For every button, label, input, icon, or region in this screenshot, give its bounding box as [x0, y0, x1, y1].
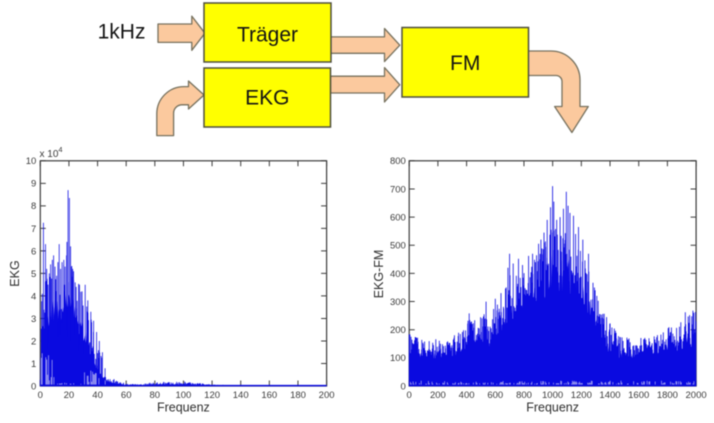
svg-text:600: 600: [390, 213, 406, 224]
svg-text:60: 60: [121, 390, 132, 401]
svg-text:100: 100: [175, 390, 191, 401]
svg-text:1000: 1000: [542, 390, 563, 401]
svg-text:Träger: Träger: [237, 24, 298, 47]
svg-text:200: 200: [430, 390, 446, 401]
svg-text:8: 8: [31, 201, 36, 212]
svg-text:200: 200: [319, 390, 335, 401]
svg-text:700: 700: [390, 184, 406, 195]
svg-text:Frequenz: Frequenz: [526, 401, 579, 415]
svg-text:1kHz: 1kHz: [98, 21, 146, 44]
svg-text:20: 20: [64, 390, 75, 401]
svg-text:300: 300: [390, 297, 406, 308]
svg-text:180: 180: [290, 390, 306, 401]
svg-text:6: 6: [31, 246, 36, 257]
svg-text:40: 40: [92, 390, 103, 401]
svg-text:1200: 1200: [571, 390, 592, 401]
svg-text:160: 160: [261, 390, 277, 401]
svg-text:1600: 1600: [628, 390, 649, 401]
svg-text:0: 0: [31, 381, 36, 392]
svg-text:x 104: x 104: [40, 145, 63, 160]
svg-text:4: 4: [31, 291, 36, 302]
svg-text:7: 7: [31, 224, 36, 235]
svg-text:800: 800: [390, 156, 406, 167]
svg-text:3: 3: [31, 314, 36, 325]
svg-text:0: 0: [407, 390, 412, 401]
svg-text:1: 1: [31, 359, 36, 370]
svg-text:FM: FM: [450, 52, 480, 75]
svg-text:120: 120: [204, 390, 220, 401]
svg-text:1400: 1400: [599, 390, 620, 401]
svg-text:EKG: EKG: [8, 260, 22, 286]
svg-text:500: 500: [390, 241, 406, 252]
svg-text:1800: 1800: [657, 390, 678, 401]
svg-text:400: 400: [390, 269, 406, 280]
svg-text:10: 10: [26, 156, 37, 167]
svg-text:100: 100: [390, 353, 406, 364]
svg-text:2000: 2000: [686, 390, 707, 401]
svg-text:5: 5: [31, 269, 36, 280]
svg-text:0: 0: [38, 390, 43, 401]
svg-text:80: 80: [150, 390, 161, 401]
svg-text:0: 0: [401, 381, 406, 392]
svg-text:EKG-FM: EKG-FM: [372, 250, 386, 299]
svg-text:Frequenz: Frequenz: [157, 401, 210, 415]
svg-text:600: 600: [487, 390, 503, 401]
svg-text:140: 140: [233, 390, 249, 401]
svg-text:9: 9: [31, 179, 36, 190]
svg-text:800: 800: [516, 390, 532, 401]
svg-text:400: 400: [459, 390, 475, 401]
svg-text:200: 200: [390, 325, 406, 336]
svg-text:2: 2: [31, 336, 36, 347]
svg-text:EKG: EKG: [245, 87, 289, 110]
